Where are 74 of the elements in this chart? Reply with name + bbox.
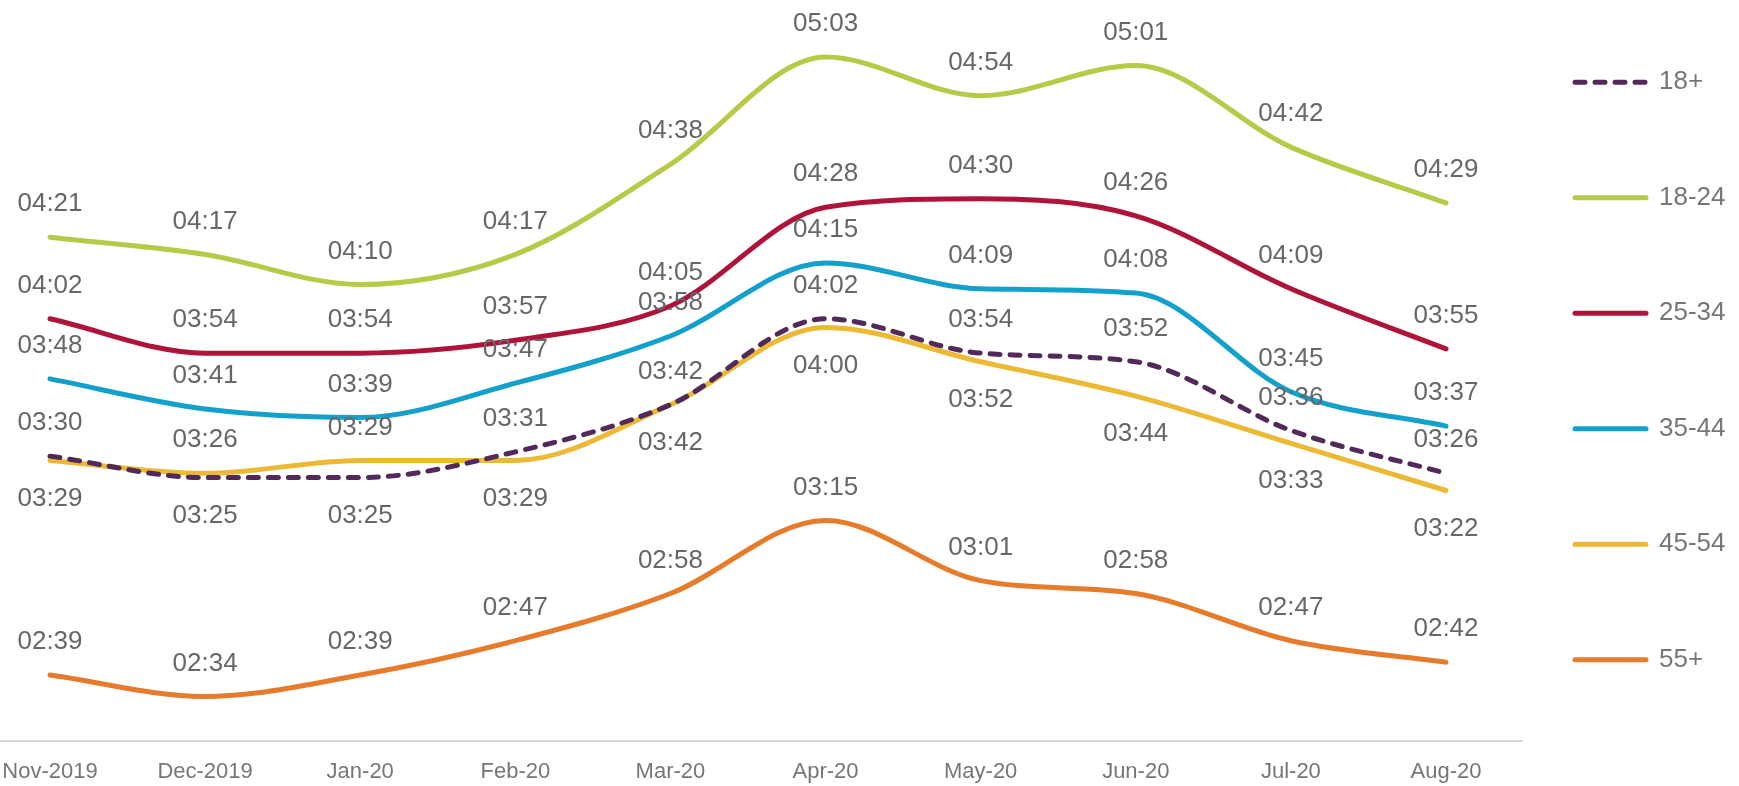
data-label: 04:17: [172, 204, 238, 235]
x-tick-label: Aug-20: [1410, 758, 1482, 784]
data-label: 03:52: [1103, 311, 1169, 342]
data-label: 04:38: [637, 114, 703, 145]
data-label: 02:42: [1413, 612, 1479, 643]
data-label: 03:30: [17, 406, 83, 437]
data-label: 03:42: [637, 425, 703, 456]
data-label: 03:29: [327, 410, 393, 441]
data-label: 03:37: [1413, 376, 1479, 407]
data-label: 04:30: [948, 148, 1014, 179]
data-label: 03:25: [172, 498, 238, 529]
data-label: 04:08: [1103, 243, 1169, 274]
data-label: 03:57: [482, 290, 548, 321]
data-label: 02:58: [1103, 543, 1169, 574]
data-label: 04:05: [637, 256, 703, 287]
data-label: 04:00: [793, 348, 859, 379]
data-label: 03:26: [172, 423, 238, 454]
data-label: 03:29: [17, 481, 83, 512]
data-label: 02:39: [327, 625, 393, 656]
data-label: 04:28: [793, 157, 859, 188]
x-tick-label: Feb-20: [480, 758, 551, 784]
data-label: 04:17: [482, 204, 548, 235]
data-label: 03:54: [327, 303, 393, 334]
data-label: 02:47: [482, 590, 548, 621]
data-label: 03:54: [172, 303, 238, 334]
data-label: 03:55: [1413, 299, 1479, 330]
data-label: 03:39: [327, 367, 393, 398]
data-label: 04:54: [948, 45, 1014, 76]
legend-label: 35-44: [1659, 411, 1726, 442]
data-label: 02:39: [17, 625, 83, 656]
legend-label: 55+: [1659, 642, 1704, 673]
legend-label: 25-34: [1659, 296, 1726, 327]
data-label: 03:52: [948, 382, 1014, 413]
data-label: 03:47: [482, 333, 548, 364]
data-label: 03:45: [1258, 341, 1324, 372]
data-label: 05:03: [793, 7, 859, 38]
data-label: 03:44: [1103, 417, 1169, 448]
data-label: 03:29: [482, 481, 548, 512]
x-tick-label: Jan-20: [326, 758, 394, 784]
data-label: 04:02: [17, 268, 83, 299]
data-label: 04:15: [793, 213, 859, 244]
data-label: 03:33: [1258, 464, 1324, 495]
data-label: 04:29: [1413, 153, 1479, 184]
data-label: 04:21: [17, 187, 83, 218]
legend-label: 18-24: [1659, 180, 1726, 211]
data-label: 03:15: [793, 470, 859, 501]
data-label: 02:34: [172, 646, 238, 677]
data-label: 04:09: [1258, 238, 1324, 269]
data-label: 04:09: [948, 238, 1014, 269]
data-label: 02:47: [1258, 590, 1324, 621]
data-label: 04:10: [327, 234, 393, 265]
data-label: 03:48: [17, 329, 83, 360]
data-label: 02:58: [637, 543, 703, 574]
data-label: 05:01: [1103, 15, 1169, 46]
x-tick-label: Jun-20: [1102, 758, 1170, 784]
data-label: 03:31: [482, 402, 548, 433]
data-label: 03:54: [948, 303, 1014, 334]
legend-label: 45-54: [1659, 527, 1726, 558]
data-label: 03:26: [1413, 423, 1479, 454]
x-tick-label: Nov-2019: [2, 758, 98, 784]
x-tick-label: Mar-20: [635, 758, 706, 784]
legend-label: 18+: [1659, 65, 1704, 96]
data-label: 03:25: [327, 498, 393, 529]
x-tick-label: Jul-20: [1260, 758, 1321, 784]
data-label: 03:01: [948, 530, 1014, 561]
data-label: 03:22: [1413, 511, 1479, 542]
x-tick-label: Apr-20: [792, 758, 859, 784]
x-tick-label: Dec-2019: [157, 758, 253, 784]
data-label: 03:41: [172, 359, 238, 390]
data-label: 04:02: [793, 268, 859, 299]
data-label: 03:42: [637, 354, 703, 385]
x-tick-label: May-20: [943, 758, 1018, 784]
data-label: 04:42: [1258, 97, 1324, 128]
data-label: 04:26: [1103, 165, 1169, 196]
